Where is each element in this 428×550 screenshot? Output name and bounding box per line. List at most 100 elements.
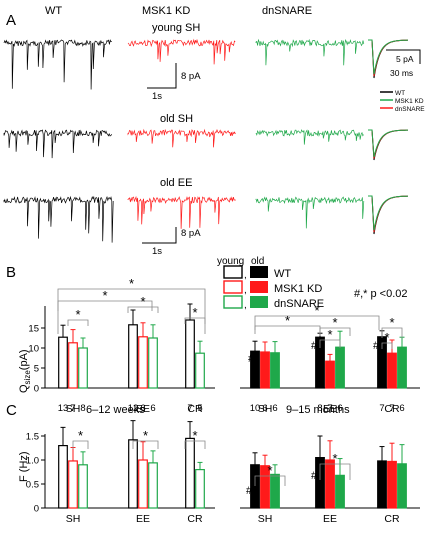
sig-b-young-sh-cr: * (57, 276, 206, 334)
trace-msk1kd-row0 (127, 38, 236, 65)
y-tick-label: 0 (34, 384, 39, 395)
legend-old-kd-swatch (250, 281, 268, 293)
row-label-young-sh: young SH (152, 22, 200, 34)
legend-young-label: young (217, 256, 244, 267)
bar-dnsnare-cr (195, 352, 205, 389)
y-axis-label-unit: (pA) (18, 349, 30, 370)
sig-b-young-ee-wt-kd-line (127, 306, 159, 313)
sig-c-young-sh: * (72, 428, 89, 449)
trace-msk1kd-row2 (127, 195, 236, 229)
inset-legend-wt: WT (395, 90, 405, 97)
bar-dnsnare-cr (195, 469, 205, 509)
sig-b-young-sh-ee-star: * (102, 288, 107, 303)
sig-c-young-sh-line (72, 440, 89, 449)
panel-c-letter: C (6, 402, 17, 419)
n-label-wt-ee: 8 (317, 403, 322, 414)
sig-c-old-sh: * (254, 463, 286, 486)
category-label-sh: SH (66, 513, 81, 525)
sig-b-young-sh-wt-dn-line (67, 319, 89, 326)
n-label-wt-sh: 13 (58, 403, 69, 414)
hash-b-old-sh: # (248, 353, 255, 365)
panel-a-letter: A (6, 12, 16, 29)
y-tick-label: 15 (28, 324, 39, 335)
sig-b-old-cr-wt-dn: * (381, 315, 403, 338)
bar-msk1kd-cr (387, 352, 397, 389)
sig-c-young-ee-star: * (143, 428, 148, 443)
sig-b-old-cr-wt-dn-line (381, 327, 403, 338)
bar-dnsnare-sh (270, 473, 280, 509)
bar-wt-ee (128, 324, 138, 389)
n-label-msk1kd-ee: 7 (327, 403, 332, 414)
bar-wt-cr (377, 460, 387, 509)
y-tick-label: 5 (34, 364, 39, 375)
hash-b-old-cr: # (373, 340, 380, 352)
y-tick-label: 10 (28, 344, 39, 355)
legend-comma-2: , (244, 285, 247, 296)
scale-bar-1: 8 pA 1s (147, 63, 201, 102)
bar-dnsnare-ee (148, 337, 158, 389)
hash-c-old-ee: # (311, 470, 318, 482)
n-label-dnsnare-sh: 6 (272, 403, 277, 414)
sig-b-old-cr-wt-kd: * (381, 330, 393, 349)
sig-b-young-sh-ee: * (57, 288, 153, 311)
trace-dnsnare-row0 (255, 38, 365, 66)
bar-msk1kd-sh (68, 342, 78, 389)
sig-c-young-sh-star: * (78, 428, 83, 443)
legend-label-wt: WT (274, 268, 291, 280)
category-label-cr: CR (384, 513, 400, 525)
bar-msk1kd-ee (325, 459, 335, 509)
inset-legend-msk1kd: MSK1 KD (395, 98, 424, 105)
inset-trace-dnsnare-row0 (368, 39, 408, 75)
sig-b-old-ee-wt-kd-star: * (327, 327, 332, 342)
y-axis-label-sub: size (23, 370, 32, 385)
scale-bar-1-y-label: 8 pA (181, 71, 201, 82)
inset-legend-dnsnare: dnSNARE (395, 106, 425, 113)
sig-b-young-sh-cr-star: * (129, 276, 134, 291)
trace-wt-row0 (3, 39, 112, 90)
inset-trace-dnsnare-row1 (368, 129, 408, 158)
bar-msk1kd-ee (325, 360, 335, 389)
n-label-dnsnare-ee: 6 (150, 403, 155, 414)
col-label-msk1kd: MSK1 KD (142, 5, 190, 17)
bar-wt-sh (58, 445, 68, 509)
bar-dnsnare-cr (397, 463, 407, 509)
legend-label-msk1kd: MSK1 KD (274, 283, 322, 295)
scale-bar-2-x-label: 1s (152, 246, 162, 257)
bar-wt-sh (58, 336, 68, 389)
col-label-dnsnare: dnSNARE (262, 5, 312, 17)
current-traces (3, 38, 409, 243)
n-label-wt-cr: 7 (187, 403, 192, 414)
trace-wt-row2 (3, 195, 114, 243)
sig-b-old-cr-wt-dn-star: * (389, 315, 394, 330)
bar-msk1kd-sh (260, 351, 270, 389)
sig-b-old-ee-wt-kd-line (319, 339, 341, 348)
trace-dnsnare-row1 (255, 129, 364, 145)
n-label-wt-cr: 7 (379, 403, 384, 414)
bar-dnsnare-sh (78, 347, 88, 389)
sig-b-old-ee-wt-kd: * (319, 327, 341, 348)
bar-dnsnare-ee (335, 346, 345, 389)
category-label-cr: CR (187, 403, 203, 415)
sig-b-old-sh-cr: * (254, 303, 380, 330)
sig-b-young-sh-ee-line (57, 300, 153, 311)
trace-msk1kd-row1 (127, 128, 236, 148)
sig-b-young-ee-wt-kd-star: * (140, 294, 145, 309)
chart-b-old: 10 6 6SH 8 7 6EE 7 7 6CR (240, 330, 420, 415)
sig-b-young-sh-wt-dn: * (67, 307, 89, 326)
bar-dnsnare-ee (148, 462, 158, 509)
hash-c-old-sh: # (246, 485, 253, 497)
legend-young-kd-swatch (223, 280, 243, 294)
category-label-ee: EE (136, 513, 150, 525)
n-label-msk1kd-cr: 7 (389, 403, 394, 414)
y-tick-label: 1.0 (26, 456, 39, 467)
p-value-note: #,* p <0.02 (354, 288, 408, 300)
sig-c-old-sh-star: * (267, 463, 272, 478)
legend-young-wt-swatch (223, 265, 243, 279)
hash-b-old-ee: # (311, 340, 318, 352)
title-young: 6–12 weeks (86, 404, 145, 416)
sig-b-old-ee-wt-dn-star: * (332, 315, 337, 330)
n-label-dnsnare-cr: 5 (197, 403, 202, 414)
bar-wt-cr (185, 437, 195, 509)
n-label-dnsnare-ee: 6 (337, 403, 342, 414)
